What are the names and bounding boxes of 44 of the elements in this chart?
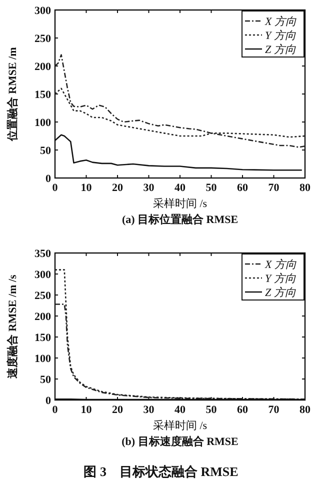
x-tick-label: 80 bbox=[300, 182, 311, 194]
legend-label: Z 方向 bbox=[265, 43, 296, 56]
x-tick-label: 60 bbox=[237, 404, 248, 416]
y-axis-title: 速度融合 RMSE /m /s bbox=[6, 274, 19, 380]
text: (b) 目标速度融合 RMSE bbox=[122, 435, 238, 448]
y-tick-label: 150 bbox=[34, 332, 52, 344]
x-tick-label: 40 bbox=[174, 182, 186, 194]
y-tick-label: 200 bbox=[34, 311, 52, 323]
x-tick-label: 30 bbox=[143, 404, 155, 416]
y-tick-label: 300 bbox=[34, 5, 52, 17]
x-tick-label: 20 bbox=[112, 404, 124, 416]
legend-label: X 方向 bbox=[264, 258, 296, 271]
x-tick-label: 40 bbox=[174, 404, 186, 416]
x-tick-label: 10 bbox=[80, 182, 92, 194]
x-tick-label: 50 bbox=[206, 404, 218, 416]
y-tick-label: 300 bbox=[34, 269, 52, 281]
legend-label: Y 方向 bbox=[265, 272, 296, 285]
legend-label: Y 方向 bbox=[265, 29, 296, 42]
x-axis-title: 采样时间 /s bbox=[152, 197, 208, 210]
y-tick-label: 0 bbox=[46, 173, 52, 185]
y-tick-label: 50 bbox=[40, 145, 52, 157]
legend-label: Z 方向 bbox=[265, 286, 296, 299]
y-axis-title: 位置融合 RMSE /m bbox=[6, 47, 19, 142]
x-tick-label: 70 bbox=[268, 404, 280, 416]
x-tick-label: 10 bbox=[80, 404, 92, 416]
legend-label: X 方向 bbox=[264, 15, 296, 28]
y-tick-label: 0 bbox=[46, 395, 52, 407]
x-tick-label: 60 bbox=[237, 182, 248, 194]
y-tick-label: 50 bbox=[40, 374, 52, 386]
x-axis-title: 采样时间 /s bbox=[152, 419, 208, 432]
x-tick-label: 70 bbox=[268, 182, 280, 194]
y-tick-label: 350 bbox=[34, 248, 52, 260]
y-tick-label: 150 bbox=[34, 89, 52, 101]
x-tick-label: 30 bbox=[143, 182, 155, 194]
x-tick-label: 80 bbox=[300, 404, 311, 416]
y-tick-label: 250 bbox=[34, 290, 52, 302]
y-tick-label: 250 bbox=[34, 33, 52, 45]
y-tick-label: 100 bbox=[34, 117, 52, 129]
text: (a) 目标位置融合 RMSE bbox=[122, 213, 238, 226]
y-tick-label: 100 bbox=[34, 353, 52, 365]
x-tick-label: 20 bbox=[112, 182, 124, 194]
x-tick-label: 50 bbox=[206, 182, 218, 194]
caption: 图 3 目标状态融合 RMSE bbox=[84, 464, 238, 479]
y-tick-label: 200 bbox=[34, 61, 52, 73]
